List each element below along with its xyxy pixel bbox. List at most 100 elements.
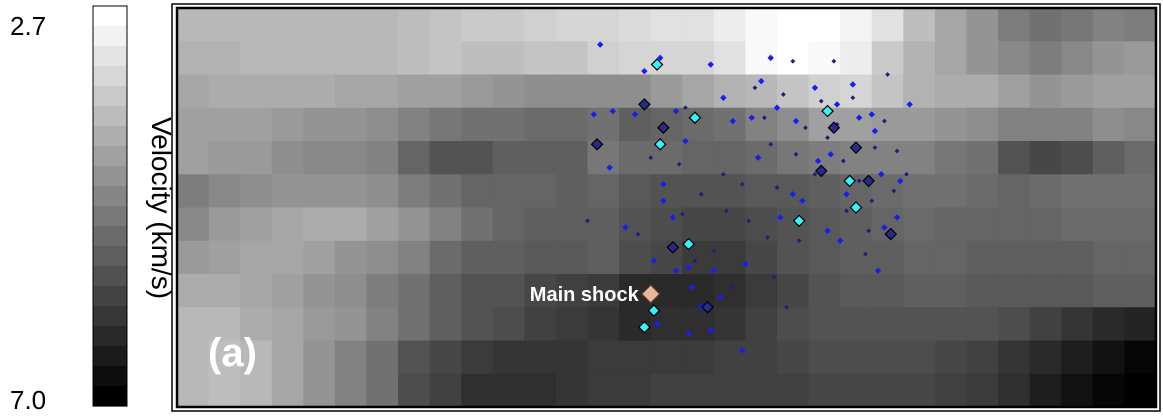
heatmap-cell [398,174,431,209]
heatmap-cell [998,373,1031,408]
colorbar-step [93,326,127,347]
small-event-dark [765,235,770,240]
heatmap-cell [555,274,589,308]
colorbar-step [93,106,127,127]
heatmap-cell [1124,8,1157,42]
heatmap-cell [1061,307,1094,342]
heatmap-cell [492,307,525,342]
heatmap-cell [398,8,431,42]
heatmap-cell [524,141,557,175]
small-event-dark [698,191,704,197]
heatmap-cell [777,373,810,408]
heatmap-cell [934,141,968,175]
heatmap-cell [713,107,747,142]
heatmap-cell [903,240,936,275]
heatmap-cell [1092,307,1126,342]
large-event-dark [701,300,714,314]
heatmap-cell [429,373,462,408]
colorbar-step [93,66,127,87]
heatmap-cell [903,207,936,242]
heatmap-cell [777,274,810,308]
heatmap-cell [587,373,620,408]
heatmap-cell [271,373,304,408]
small-event-dark [818,98,824,104]
colorbar-bottom-tick: 7.0 [10,385,46,415]
heatmap-cell [334,207,368,242]
heatmap-cell [398,340,431,375]
heatmap-cell [334,174,368,209]
heatmap-cell [366,174,399,209]
heatmap-cell [555,240,589,275]
heatmap-cell [492,207,525,242]
heatmap-cell [966,240,999,275]
heatmap-cell [808,240,841,275]
heatmap-cell [334,41,368,76]
heatmap-cell [966,307,999,342]
small-event-dark [720,171,726,177]
heatmap-cell [1124,141,1157,175]
heatmap-cell [713,340,747,375]
large-event-cyan [792,214,806,228]
small-event-blue [896,177,904,185]
heatmap-cell [208,141,241,175]
heatmap-cell [745,174,778,209]
heatmap-cell [998,207,1031,242]
heatmap-cell [303,41,336,76]
heatmap-cell [429,8,462,42]
heatmap-cell [745,307,778,342]
heatmap-cell [650,41,683,76]
heatmap-cell [682,274,715,308]
large-event-dark [862,174,875,188]
heatmap-cell [429,107,462,142]
heatmap-cell [271,8,304,42]
heatmap-cell [208,373,241,408]
heatmap-cell [240,274,273,308]
heatmap-cell [461,107,494,142]
heatmap-cell [808,207,841,242]
heatmap-cell [177,340,210,375]
large-event-dark [656,121,670,135]
heatmap-cell [682,107,715,142]
heatmap-cell [808,174,841,209]
heatmap-cell [366,141,399,175]
heatmap-cell [398,107,431,142]
heatmap-cell [808,274,841,308]
heatmap-cell [745,340,778,375]
heatmap-cell [1029,74,1062,109]
heatmap-cell [840,240,873,275]
small-event-blue [672,267,680,274]
heatmap-cell [303,74,336,109]
colorbar-steps [93,6,127,407]
small-event-blue [868,111,875,118]
heatmap-cell [966,74,999,109]
heatmap-cell [840,8,873,42]
heatmap-cell [208,8,241,42]
colorbar-step [93,386,127,407]
small-event-blue [707,61,714,68]
small-event-dark [774,185,780,190]
heatmap-cell [713,240,747,275]
heatmap-cell [650,240,683,275]
heatmap-cell [334,8,368,42]
heatmap-cell [271,274,304,308]
heatmap-cell [461,274,494,308]
colorbar-step [93,246,127,267]
heatmap-cell [713,41,747,76]
heatmap-cell [271,340,304,375]
heatmap-cell [871,107,904,142]
heatmap-cell [619,141,652,175]
heatmap-cell [208,240,241,275]
large-event-dark [638,98,651,111]
heatmap-cell [177,174,210,209]
heatmap-cell [934,107,968,142]
heatmap-cell [271,240,304,275]
small-event-blue [811,84,819,91]
heatmap-cell [934,174,968,209]
large-event-dark [590,137,604,151]
main-shock-annotation: Main shock [530,284,640,306]
heatmap-cell [398,41,431,76]
heatmap-cell [240,307,273,342]
heatmap-cell [934,74,968,109]
heatmap-cell [587,141,620,175]
small-event-blue [606,164,613,171]
